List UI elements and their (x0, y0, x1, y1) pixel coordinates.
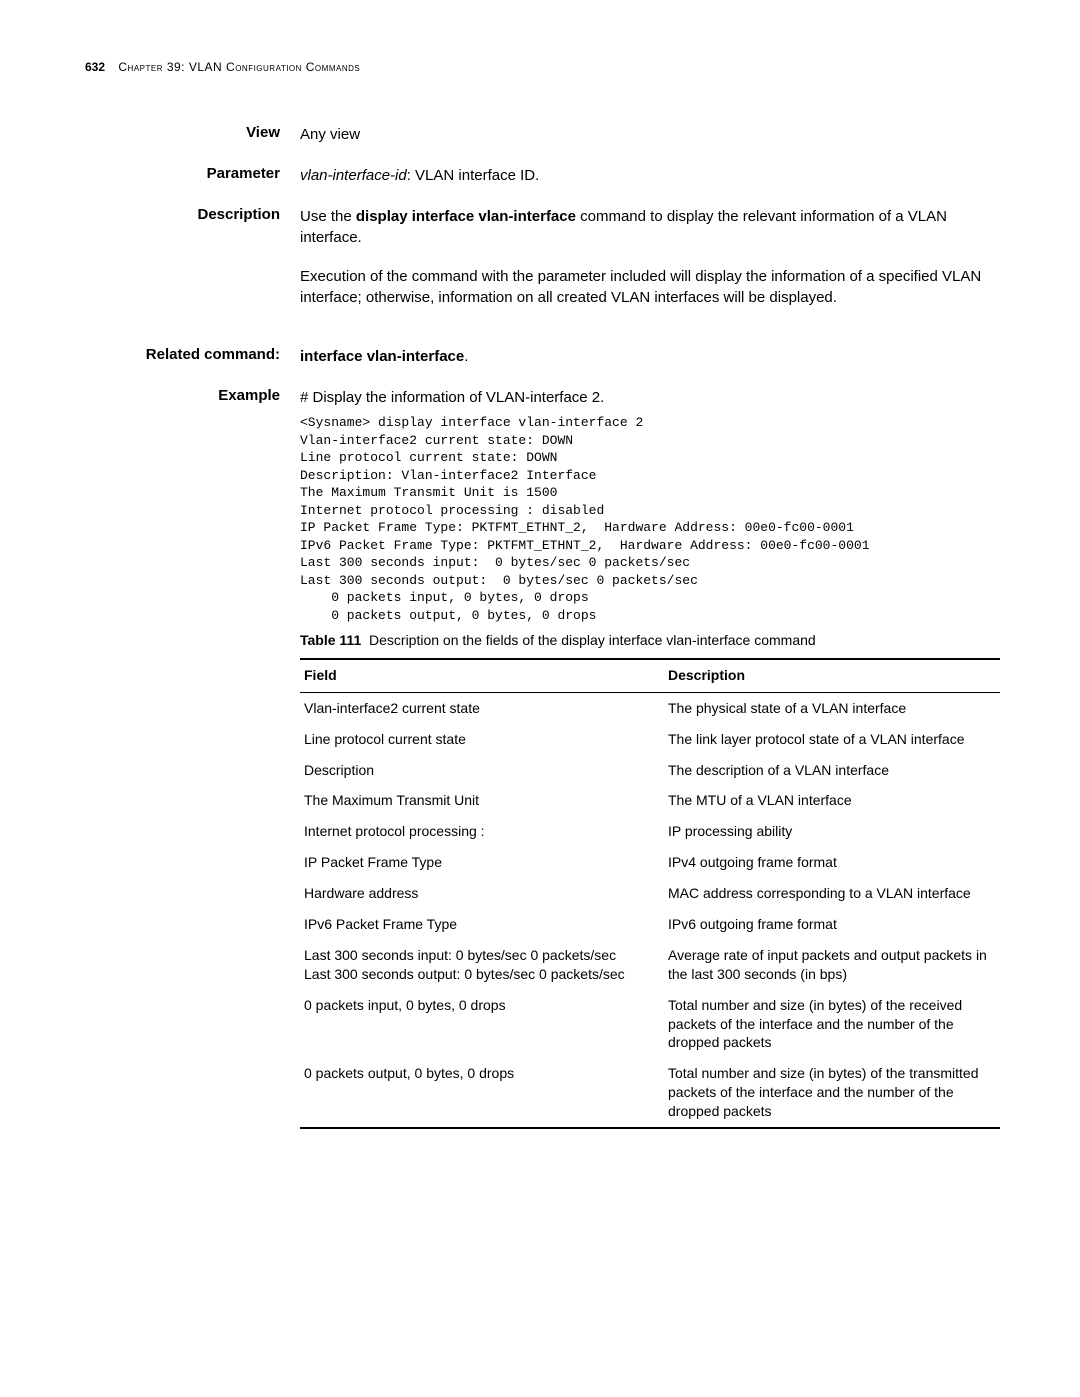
page-header: 632 Chapter 39: VLAN Configuration Comma… (80, 60, 1000, 74)
section-related: Related command: interface vlan-interfac… (80, 346, 1000, 367)
table-row: Internet protocol processing : IP proces… (300, 816, 1000, 847)
cli-output: <Sysname> display interface vlan-interfa… (300, 414, 1000, 625)
td-desc: IP processing ability (664, 816, 1000, 847)
label-related: Related command: (80, 346, 300, 367)
table-row: Last 300 seconds input: 0 bytes/sec 0 pa… (300, 940, 1000, 990)
td-desc: The physical state of a VLAN interface (664, 692, 1000, 723)
table-row: Line protocol current state The link lay… (300, 724, 1000, 755)
td-desc: Total number and size (in bytes) of the … (664, 1058, 1000, 1128)
table-caption: Table 111 Description on the fields of t… (300, 631, 1000, 651)
table-row: Vlan-interface2 current state The physic… (300, 692, 1000, 723)
param-desc: : VLAN interface ID. (407, 167, 540, 184)
fields-table: Field Description Vlan-interface2 curren… (300, 658, 1000, 1129)
td-field: 0 packets input, 0 bytes, 0 drops (300, 990, 664, 1059)
desc-cmd: display interface vlan-interface (356, 208, 576, 225)
related-period: . (464, 348, 468, 365)
td-field: Vlan-interface2 current state (300, 692, 664, 723)
table-row: IP Packet Frame Type IPv4 outgoing frame… (300, 847, 1000, 878)
page-container: 632 Chapter 39: VLAN Configuration Comma… (0, 0, 1080, 1189)
table-header-row: Field Description (300, 659, 1000, 692)
td-desc: The description of a VLAN interface (664, 755, 1000, 786)
table-row: 0 packets input, 0 bytes, 0 drops Total … (300, 990, 1000, 1059)
td-field: Internet protocol processing : (300, 816, 664, 847)
section-description: Description Use the display interface vl… (80, 206, 1000, 326)
td-field: Line protocol current state (300, 724, 664, 755)
td-desc: The link layer protocol state of a VLAN … (664, 724, 1000, 755)
chapter-title: Chapter 39: VLAN Configuration Commands (118, 60, 360, 74)
td-desc: IPv6 outgoing frame format (664, 909, 1000, 940)
section-parameter: Parameter vlan-interface-id: VLAN interf… (80, 165, 1000, 186)
desc-para1: Use the display interface vlan-interface… (300, 206, 1000, 248)
td-field: IP Packet Frame Type (300, 847, 664, 878)
content-description: Use the display interface vlan-interface… (300, 206, 1000, 326)
td-desc: Average rate of input packets and output… (664, 940, 1000, 990)
label-example: Example (80, 387, 300, 1129)
label-description: Description (80, 206, 300, 326)
section-example: Example # Display the information of VLA… (80, 387, 1000, 1129)
td-field: 0 packets output, 0 bytes, 0 drops (300, 1058, 664, 1128)
table-caption-text: Description on the fields of the display… (369, 632, 816, 648)
td-field: IPv6 Packet Frame Type (300, 909, 664, 940)
table-row: 0 packets output, 0 bytes, 0 drops Total… (300, 1058, 1000, 1128)
table-row: Hardware address MAC address correspondi… (300, 878, 1000, 909)
label-view: View (80, 124, 300, 145)
td-desc: Total number and size (in bytes) of the … (664, 990, 1000, 1059)
table-caption-label: Table 111 (300, 632, 361, 648)
content-related: interface vlan-interface. (300, 346, 1000, 367)
th-field: Field (300, 659, 664, 692)
td-desc: IPv4 outgoing frame format (664, 847, 1000, 878)
td-field: The Maximum Transmit Unit (300, 785, 664, 816)
content-parameter: vlan-interface-id: VLAN interface ID. (300, 165, 1000, 186)
content-view: Any view (300, 124, 1000, 145)
content-example: # Display the information of VLAN-interf… (300, 387, 1000, 1129)
table-row: IPv6 Packet Frame Type IPv6 outgoing fra… (300, 909, 1000, 940)
page-number: 632 (85, 60, 105, 74)
td-field: Last 300 seconds input: 0 bytes/sec 0 pa… (300, 940, 664, 990)
desc-leadin: Use the (300, 208, 356, 225)
example-intro: # Display the information of VLAN-interf… (300, 387, 1000, 408)
td-field: Hardware address (300, 878, 664, 909)
td-desc: MAC address corresponding to a VLAN inte… (664, 878, 1000, 909)
th-desc: Description (664, 659, 1000, 692)
section-view: View Any view (80, 124, 1000, 145)
desc-para2: Execution of the command with the parame… (300, 266, 1000, 308)
table-row: Description The description of a VLAN in… (300, 755, 1000, 786)
param-name: vlan-interface-id (300, 167, 407, 184)
related-cmd: interface vlan-interface (300, 348, 464, 365)
td-field: Description (300, 755, 664, 786)
td-desc: The MTU of a VLAN interface (664, 785, 1000, 816)
table-row: The Maximum Transmit Unit The MTU of a V… (300, 785, 1000, 816)
label-parameter: Parameter (80, 165, 300, 186)
